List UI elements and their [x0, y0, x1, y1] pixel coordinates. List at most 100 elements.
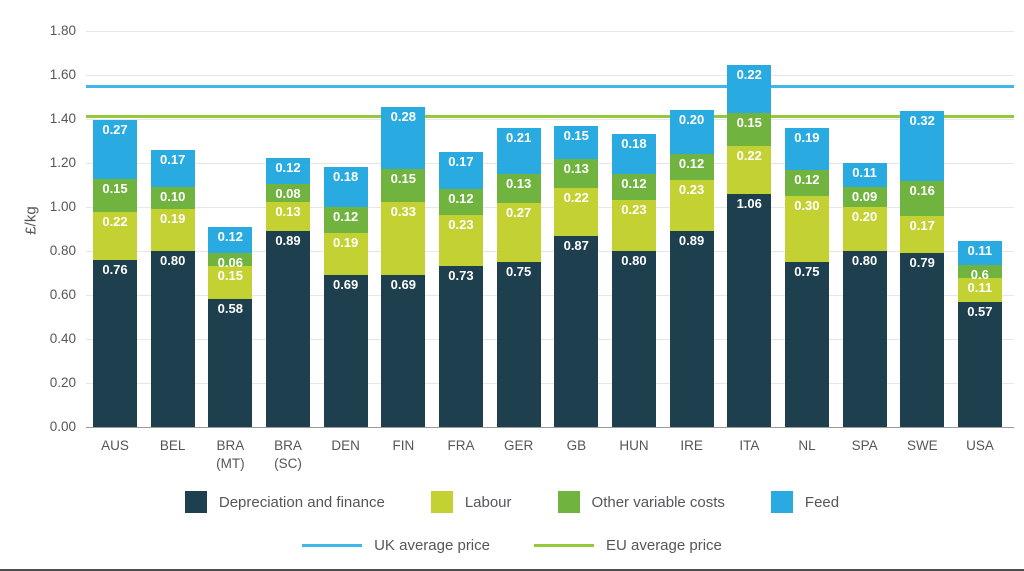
gridline: [86, 250, 1014, 252]
segment-value-label: 0.20: [678, 112, 705, 127]
segment-value-label: 0.6: [970, 267, 989, 282]
bar-segment-other-variable-costs: 0.12: [611, 174, 656, 200]
bar-segment-other-variable-costs: 0.08: [265, 184, 310, 202]
segment-value-label: 0.12: [794, 172, 820, 187]
bar-column: 0.80 0.19 0.10 0.17: [150, 150, 195, 427]
segment-value-label: 0.15: [102, 181, 128, 196]
bar-segment-other-variable-costs: 0.10: [150, 187, 195, 209]
x-axis-baseline: [86, 426, 1014, 428]
bar-segment-labour: 0.30: [784, 196, 829, 262]
segment-value-label: 0.89: [275, 233, 301, 248]
segment-value-label: 0.73: [448, 268, 474, 283]
plot-area: 0.76 0.22 0.15 0.27 0.80 0.19 0.10 0.17 0.58 0.15…: [86, 30, 1014, 428]
bar-segment-labour: 0.27: [496, 203, 541, 262]
y-tick-label: 0.20: [49, 375, 76, 390]
bar-segment-feed: 0.32: [900, 111, 945, 181]
segment-value-label: 0.27: [505, 205, 532, 220]
segment-value-label: 0.22: [736, 67, 762, 82]
bar-segment-labour: 0.22: [93, 212, 137, 260]
bar-segment-other-variable-costs: 0.16: [900, 181, 945, 216]
segment-value-label: 0.23: [678, 182, 705, 197]
bar-segment-labour: 0.22: [554, 188, 599, 236]
segment-value-label: 0.12: [678, 156, 705, 171]
legend-item-uk-average-price: UK average price: [302, 537, 490, 554]
bar-segment-other-variable-costs: 0.15: [381, 169, 426, 202]
legend-label: Feed: [804, 493, 840, 511]
x-axis-label: FRA: [447, 438, 475, 453]
bar-column: 0.87 0.22 0.13 0.15: [554, 126, 599, 427]
series-legend: Depreciation and finance Labour Other vari…: [0, 491, 1024, 513]
segment-value-label: 0.19: [332, 235, 359, 250]
legend-item-labour: Labour: [430, 491, 512, 513]
bar-segment-feed: 0.18: [323, 167, 368, 207]
segment-value-label: 0.87: [563, 238, 589, 253]
x-axis-label: HUN: [619, 438, 649, 453]
bar-column: 0.73 0.23 0.12 0.17: [438, 152, 483, 427]
x-axis-label: USA: [966, 438, 994, 453]
segment-value-label: 0.16: [909, 183, 935, 198]
segment-value-label: 0.75: [505, 264, 532, 279]
y-tick-label: 0.00: [49, 419, 76, 434]
segment-value-label: 0.76: [102, 262, 128, 277]
segment-value-label: 0.10: [160, 189, 186, 204]
bar-segment-depreciation-and-finance: 0.75: [496, 262, 541, 427]
bar-column: 0.80 0.23 0.12 0.18: [611, 134, 656, 427]
x-axis-label: SWE: [906, 438, 938, 453]
reference-line-legend: UK average price EU average price: [0, 537, 1024, 554]
bar-segment-feed: 0.19: [784, 128, 829, 170]
bar-segment-labour: 0.13: [265, 202, 310, 231]
bottom-divider: [0, 569, 1024, 571]
legend-swatch-feed: [770, 491, 793, 513]
legend-label: Other variable costs: [591, 493, 725, 511]
bar-column: 0.75 0.30 0.12 0.19: [784, 128, 829, 427]
bar-segment-feed: 0.12: [265, 158, 310, 184]
bar-segment-feed: 0.28: [381, 107, 426, 169]
bar-segment-labour: 0.20: [842, 207, 887, 251]
segment-value-label: 0.15: [390, 171, 416, 186]
bar-segment-other-variable-costs: 0.12: [784, 170, 829, 196]
bar-segment-labour: 0.19: [150, 209, 195, 251]
bar-segment-other-variable-costs: 0.13: [554, 159, 599, 188]
bar-segment-other-variable-costs: 0.15: [93, 179, 137, 212]
segment-value-label: 0.06: [217, 255, 243, 270]
gridline: [86, 162, 1014, 164]
segment-value-label: 0.18: [332, 169, 359, 184]
bar-segment-labour: 0.23: [669, 180, 714, 231]
bar-segment-feed: 0.11: [957, 241, 1002, 265]
eu-average-price-line: [86, 115, 1014, 119]
y-tick-label: 1.20: [49, 155, 76, 170]
segment-value-label: 0.30: [794, 198, 820, 213]
bar-segment-other-variable-costs: 0.12: [438, 189, 483, 215]
segment-value-label: 1.06: [736, 196, 762, 211]
segment-value-label: 0.27: [102, 122, 128, 137]
segment-value-label: 0.80: [851, 253, 878, 268]
bar-segment-labour: 0.22: [727, 146, 772, 194]
segment-value-label: 0.13: [275, 204, 301, 219]
bar-segment-labour: 0.33: [381, 202, 426, 275]
segment-value-label: 0.80: [621, 253, 647, 268]
bar-segment-other-variable-costs: 0.09: [842, 187, 887, 207]
segment-value-label: 0.11: [852, 165, 877, 180]
bar-column: 0.80 0.20 0.09 0.11: [842, 163, 887, 427]
bar-segment-labour: 0.11: [957, 278, 1002, 302]
segment-value-label: 0.12: [332, 209, 359, 224]
segment-value-label: 0.18: [621, 136, 647, 151]
x-axis-label: GB: [566, 438, 587, 453]
segment-value-label: 0.22: [736, 148, 762, 163]
bar-segment-other-variable-costs: 0.12: [323, 207, 368, 233]
segment-value-label: 0.75: [794, 264, 820, 279]
segment-value-label: 0.08: [275, 186, 301, 201]
bar-segment-labour: 0.17: [900, 216, 945, 253]
segment-value-label: 0.15: [736, 115, 762, 130]
bar-segment-other-variable-costs: 0.12: [669, 154, 714, 180]
segment-value-label: 0.32: [909, 113, 935, 128]
bar-segment-depreciation-and-finance: 1.06: [727, 194, 772, 427]
legend-swatch-other-variable-costs: [557, 491, 580, 513]
segment-value-label: 0.80: [160, 253, 186, 268]
bar-segment-depreciation-and-finance: 0.89: [265, 231, 310, 427]
bar-segment-depreciation-and-finance: 0.57: [957, 302, 1002, 427]
gridline: [86, 118, 1014, 120]
x-axis-label: BRA (MT): [216, 438, 245, 471]
legend-label: Labour: [464, 493, 512, 511]
